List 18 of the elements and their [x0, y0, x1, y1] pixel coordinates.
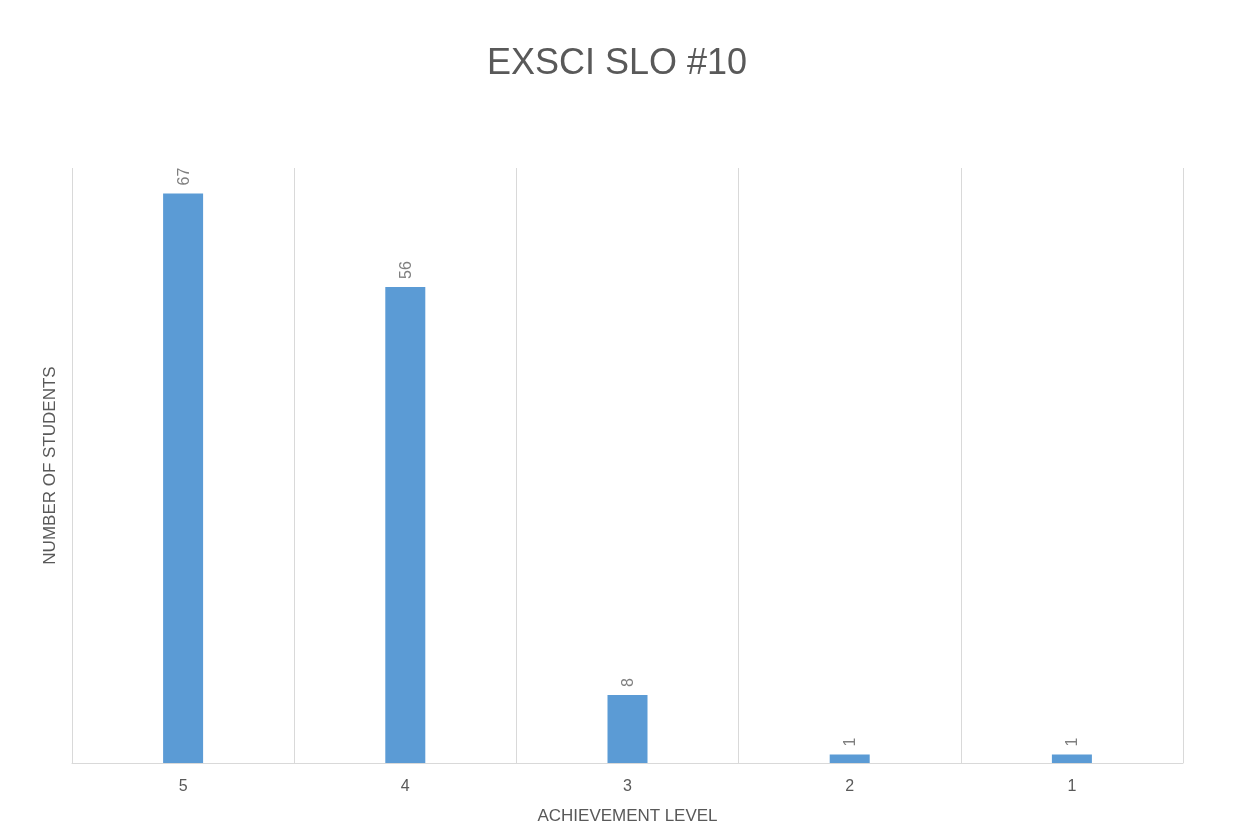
- x-tick-label: 2: [845, 776, 855, 794]
- chart-title: EXSCI SLO #10: [486, 40, 748, 82]
- bar: [829, 754, 870, 763]
- bar: [607, 695, 648, 763]
- bar: [385, 287, 426, 763]
- bar: [1051, 754, 1092, 763]
- x-axis-title: ACHIEVEMENT LEVEL: [537, 806, 718, 825]
- data-label: 1: [1063, 737, 1081, 747]
- data-label: 8: [619, 678, 636, 687]
- data-label: 67: [174, 167, 192, 186]
- x-tick-label: 5: [178, 776, 188, 794]
- x-tick-label: 3: [623, 776, 633, 794]
- x-tick-label: 4: [400, 776, 410, 794]
- y-axis-title: NUMBER OF STUDENTS: [40, 366, 59, 565]
- data-label: 1: [841, 737, 859, 747]
- bar: [163, 193, 204, 763]
- x-tick-label: 1: [1067, 776, 1077, 794]
- data-label: 56: [396, 261, 414, 279]
